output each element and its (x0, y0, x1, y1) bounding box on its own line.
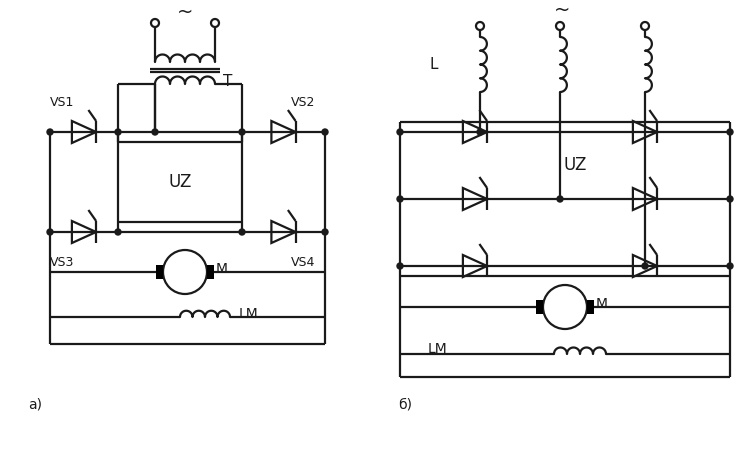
Circle shape (557, 196, 563, 202)
Text: VS4: VS4 (291, 255, 316, 268)
Circle shape (115, 129, 121, 135)
Text: VS3: VS3 (50, 255, 74, 268)
Circle shape (322, 129, 328, 135)
Text: VS2: VS2 (291, 96, 316, 109)
Text: T: T (223, 73, 232, 89)
Text: UZ: UZ (563, 157, 586, 175)
Circle shape (397, 129, 403, 135)
Text: L: L (430, 57, 438, 72)
Circle shape (727, 196, 733, 202)
Text: M: M (216, 262, 228, 276)
Circle shape (115, 229, 121, 235)
Circle shape (477, 129, 483, 135)
Text: a): a) (28, 397, 42, 411)
Circle shape (322, 229, 328, 235)
Bar (156, 265, 163, 279)
Circle shape (239, 229, 245, 235)
Text: M: M (596, 297, 608, 311)
Circle shape (47, 129, 53, 135)
Text: LM: LM (239, 307, 259, 321)
Circle shape (47, 229, 53, 235)
Bar (207, 265, 214, 279)
Text: ~: ~ (177, 2, 194, 22)
Text: VS1: VS1 (50, 96, 74, 109)
Circle shape (727, 129, 733, 135)
Circle shape (397, 196, 403, 202)
Bar (536, 300, 543, 314)
Circle shape (397, 263, 403, 269)
Text: LM: LM (428, 342, 448, 356)
Text: ~: ~ (554, 0, 571, 19)
Text: б): б) (398, 397, 412, 411)
Circle shape (152, 129, 158, 135)
Circle shape (239, 129, 245, 135)
Circle shape (727, 263, 733, 269)
Bar (587, 300, 594, 314)
Text: UZ: UZ (168, 173, 192, 191)
Circle shape (642, 263, 648, 269)
